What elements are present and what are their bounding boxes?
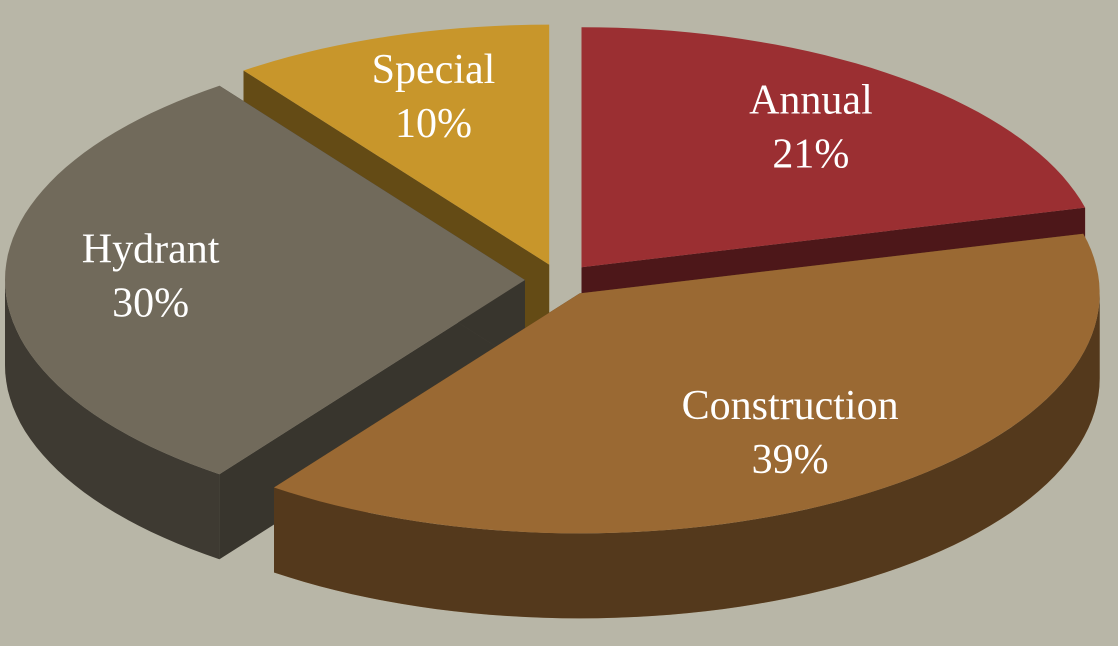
- slice-label: Annual: [749, 77, 873, 123]
- slice-side: [274, 293, 1100, 619]
- slice-value-label: 30%: [112, 281, 189, 327]
- slice-value-label: 39%: [752, 437, 829, 483]
- slice-side-shade: [274, 293, 1100, 619]
- slice-label: Special: [372, 47, 496, 93]
- pie-slice: [274, 233, 1100, 534]
- slice-side: [5, 280, 220, 560]
- slice-value-label: 10%: [395, 101, 472, 147]
- slice: [274, 233, 1100, 619]
- pie-slice: [243, 24, 550, 265]
- slice-value-label: 21%: [772, 131, 849, 177]
- slice-label: Construction: [682, 383, 899, 429]
- pie-slice: [5, 85, 525, 475]
- slice: [5, 85, 525, 560]
- slice-label: Hydrant: [82, 227, 220, 273]
- pie-slice: [581, 27, 1086, 268]
- slice-side-shade: [5, 280, 220, 560]
